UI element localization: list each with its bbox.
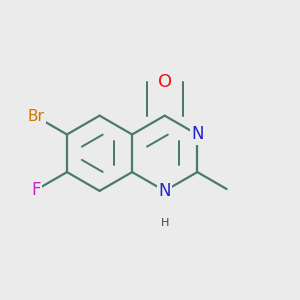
Text: N: N — [158, 182, 171, 200]
Text: F: F — [31, 181, 41, 199]
Text: O: O — [158, 73, 172, 91]
Text: Br: Br — [28, 109, 44, 124]
Text: H: H — [160, 218, 169, 228]
Text: N: N — [191, 125, 204, 143]
